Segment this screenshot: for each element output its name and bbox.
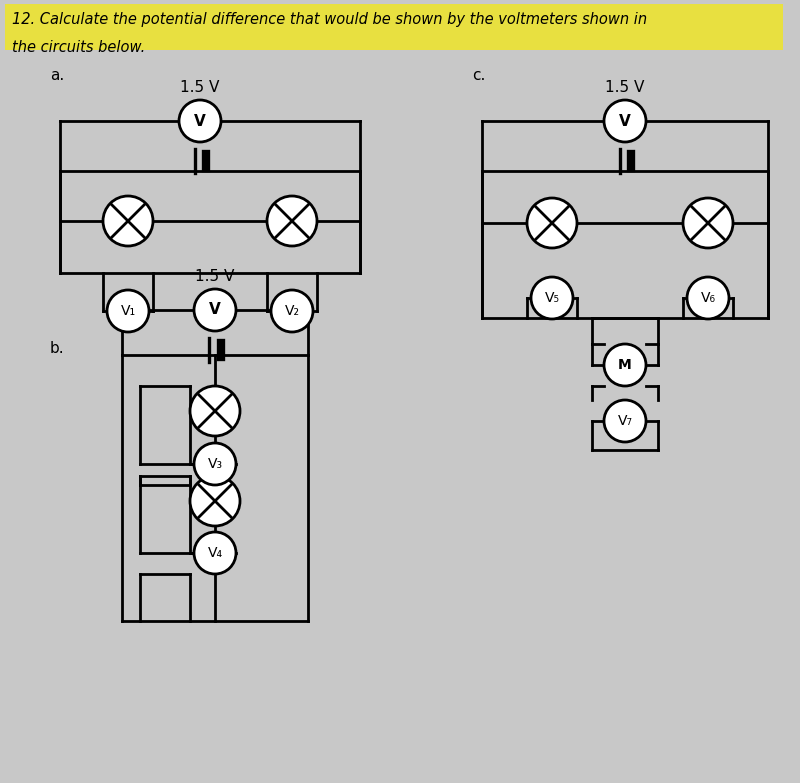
Text: 1.5 V: 1.5 V xyxy=(606,81,645,96)
FancyBboxPatch shape xyxy=(5,4,783,50)
Text: V₂: V₂ xyxy=(285,304,299,318)
Text: a.: a. xyxy=(50,68,64,83)
Text: the circuits below.: the circuits below. xyxy=(12,40,146,55)
Text: V₄: V₄ xyxy=(207,546,222,560)
Text: c.: c. xyxy=(472,68,486,83)
Text: 12. Calculate the potential difference that would be shown by the voltmeters sho: 12. Calculate the potential difference t… xyxy=(12,12,647,27)
Circle shape xyxy=(103,196,153,246)
Circle shape xyxy=(687,277,729,319)
Circle shape xyxy=(604,100,646,142)
Text: V₅: V₅ xyxy=(545,291,559,305)
Circle shape xyxy=(107,290,149,332)
Text: M: M xyxy=(618,358,632,372)
Text: 1.5 V: 1.5 V xyxy=(180,81,220,96)
Text: V: V xyxy=(194,114,206,128)
Circle shape xyxy=(190,476,240,526)
Circle shape xyxy=(604,400,646,442)
Circle shape xyxy=(267,196,317,246)
Circle shape xyxy=(190,386,240,436)
Circle shape xyxy=(527,198,577,248)
Circle shape xyxy=(194,443,236,485)
Circle shape xyxy=(194,532,236,574)
Text: b.: b. xyxy=(50,341,65,356)
Circle shape xyxy=(271,290,313,332)
Text: V₁: V₁ xyxy=(121,304,135,318)
Circle shape xyxy=(531,277,573,319)
Text: V₆: V₆ xyxy=(701,291,715,305)
Text: V₇: V₇ xyxy=(618,414,633,428)
Text: V₃: V₃ xyxy=(207,457,222,471)
Circle shape xyxy=(179,100,221,142)
Circle shape xyxy=(604,344,646,386)
Circle shape xyxy=(683,198,733,248)
Text: V: V xyxy=(619,114,631,128)
Circle shape xyxy=(194,289,236,331)
Text: 1.5 V: 1.5 V xyxy=(195,269,234,284)
Text: V: V xyxy=(209,302,221,317)
